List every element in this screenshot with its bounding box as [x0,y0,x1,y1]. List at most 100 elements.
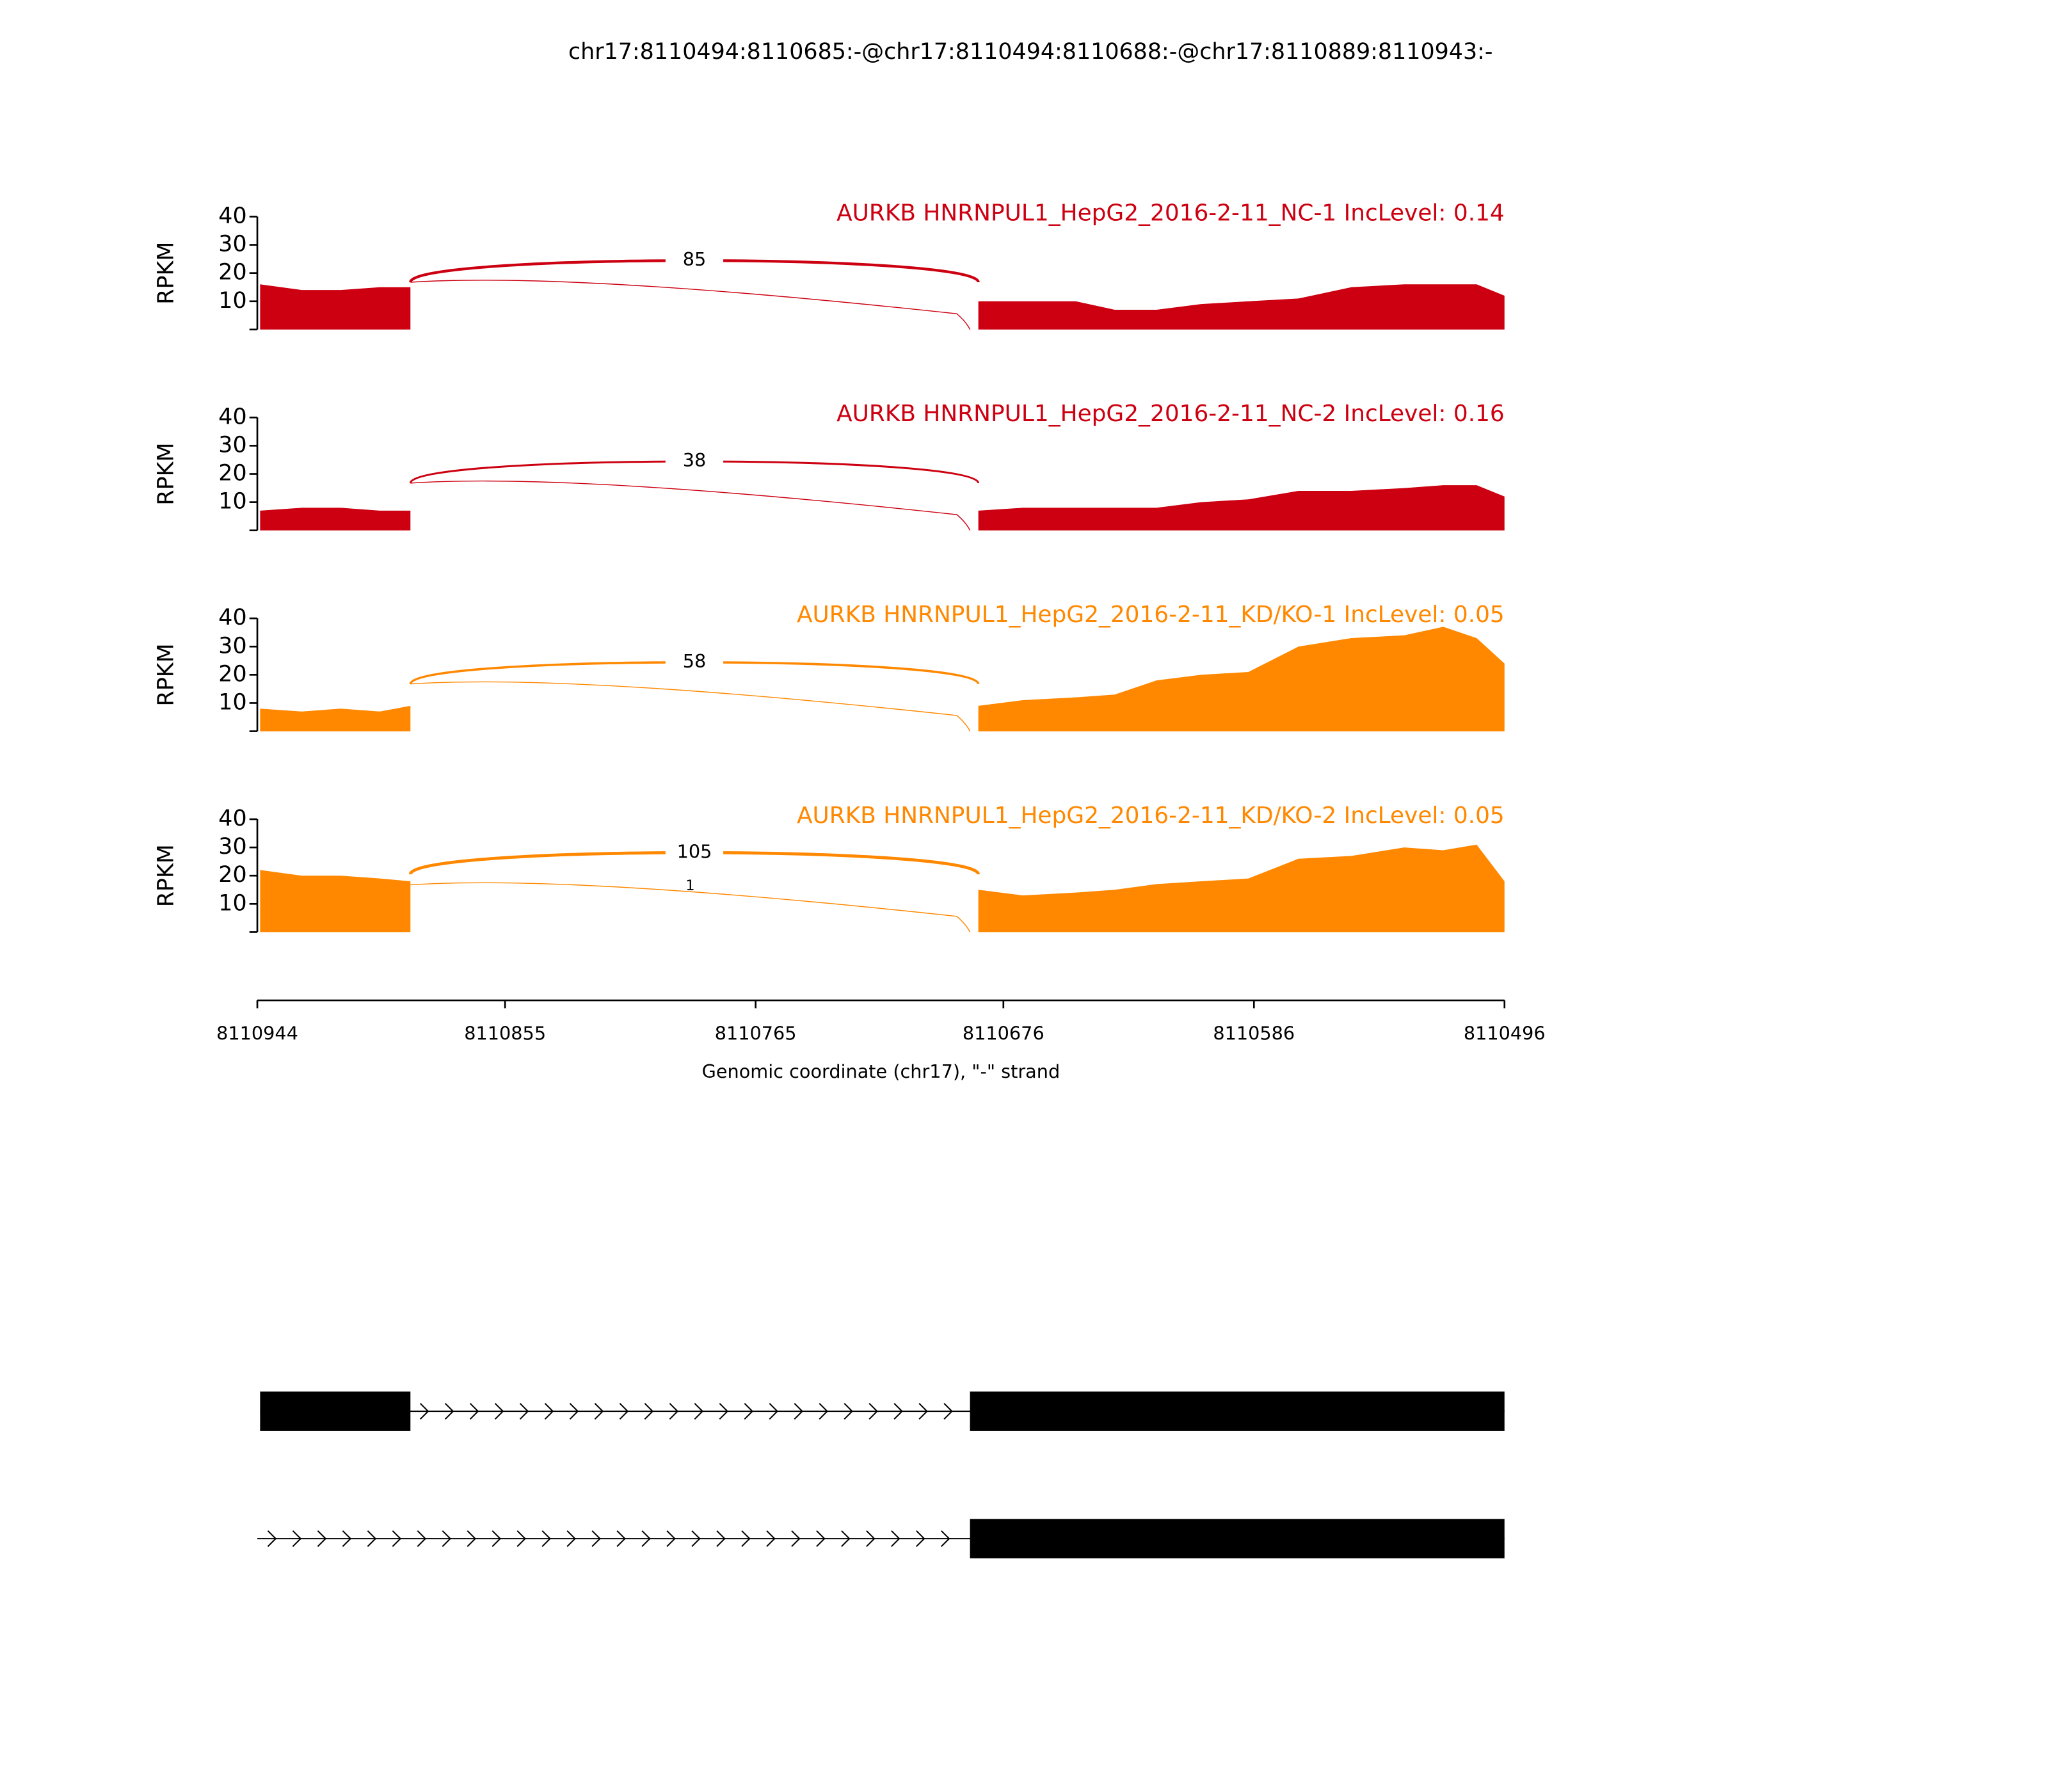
x-tick-label: 8110855 [464,1022,546,1044]
junction-label: 38 [683,449,707,471]
y-tick-label: 40 [218,806,246,831]
strand-arrow [419,1403,429,1420]
strand-arrow [741,1530,751,1548]
strand-arrow [569,1403,579,1420]
junction-label-box [665,840,724,865]
strand-arrow [444,1403,454,1420]
strand-arrow [641,1530,651,1548]
y-tick-label: 40 [218,404,246,429]
strand-arrow [594,1403,604,1420]
junction-label: 58 [683,650,707,672]
strand-arrow [694,1403,704,1420]
strand-arrow [342,1530,352,1548]
strand-arrow [519,1403,529,1420]
panel-label: AURKB HNRNPUL1_HepG2_2016-2-11_KD/KO-2 I… [797,803,1505,829]
strand-arrow [866,1530,876,1548]
strand-arrow [893,1403,903,1420]
strand-arrow [819,1403,829,1420]
panel-label: AURKB HNRNPUL1_HepG2_2016-2-11_KD/KO-1 I… [797,602,1505,628]
strand-arrow [716,1530,726,1548]
y-tick-label: 30 [218,232,246,257]
junction-arc [410,280,971,330]
junction-label: 105 [677,840,712,862]
y-tick-label: 20 [218,862,246,888]
y-tick-label: 10 [218,890,246,916]
y-tick-label: 40 [218,203,246,228]
x-tick-label: 8110586 [1213,1022,1295,1044]
strand-arrow [267,1530,277,1548]
x-tick-label: 8110765 [715,1022,797,1044]
strand-arrow [666,1530,676,1548]
strand-arrow [691,1530,701,1548]
exon [970,1519,1505,1558]
strand-arrow [719,1403,729,1420]
strand-arrow [492,1530,501,1548]
y-tick-label: 30 [218,432,246,458]
strand-arrow [844,1403,853,1420]
strand-arrow [644,1403,654,1420]
y-axis-label: RPKM [154,643,179,706]
y-axis-label: RPKM [154,844,179,907]
strand-arrow [794,1403,804,1420]
strand-arrow [916,1530,925,1548]
strand-arrow [816,1530,826,1548]
coverage-area [260,284,1505,330]
strand-arrow [918,1403,928,1420]
x-axis-label: Genomic coordinate (chr17), "-" strand [702,1060,1060,1082]
junction-arc [410,480,971,531]
junction-label: 1 [685,877,694,894]
x-tick-label: 8110496 [1464,1022,1546,1044]
strand-arrow [494,1403,504,1420]
junction-arc [410,681,971,732]
strand-arrow [392,1530,402,1548]
panel-label: AURKB HNRNPUL1_HepG2_2016-2-11_NC-2 IncL… [836,401,1505,427]
strand-arrow [744,1403,754,1420]
strand-arrow [469,1403,479,1420]
strand-arrow [619,1403,629,1420]
strand-arrow [566,1530,576,1548]
strand-arrow [669,1403,679,1420]
coverage-area [260,627,1505,732]
strand-arrow [841,1530,851,1548]
junction-label-box [665,449,724,474]
exon [260,1391,411,1431]
strand-arrow [868,1403,878,1420]
strand-arrow [791,1530,801,1548]
y-tick-label: 20 [218,461,246,486]
junction-label: 85 [683,248,707,270]
strand-arrow [516,1530,526,1548]
junction-arc [410,882,971,932]
y-tick-label: 20 [218,260,246,285]
strand-arrow [766,1530,776,1548]
strand-arrow [943,1403,953,1420]
strand-arrow [467,1530,477,1548]
y-tick-label: 30 [218,834,246,860]
y-tick-label: 20 [218,661,246,687]
junction-label-box [665,248,724,273]
y-tick-label: 40 [218,605,246,630]
y-axis-label: RPKM [154,242,179,305]
strand-arrow [417,1530,427,1548]
y-tick-label: 10 [218,288,246,314]
strand-arrow [317,1530,327,1548]
coverage-area [260,485,1505,531]
strand-arrow [367,1530,377,1548]
strand-arrow [292,1530,302,1548]
strand-arrow [616,1530,626,1548]
strand-arrow [541,1530,551,1548]
y-tick-label: 10 [218,489,246,515]
junction-label-box [665,650,724,675]
strand-arrow [442,1530,452,1548]
x-tick-label: 8110676 [963,1022,1044,1044]
y-axis-label: RPKM [154,442,179,505]
y-tick-label: 30 [218,633,246,659]
coverage-area [260,844,1505,932]
strand-arrow [544,1403,554,1420]
exon [970,1391,1505,1431]
strand-arrow [591,1530,601,1548]
strand-arrow [941,1530,950,1548]
strand-arrow [891,1530,900,1548]
chart-title: chr17:8110494:8110685:-@chr17:8110494:81… [568,39,1493,65]
strand-arrow [769,1403,779,1420]
